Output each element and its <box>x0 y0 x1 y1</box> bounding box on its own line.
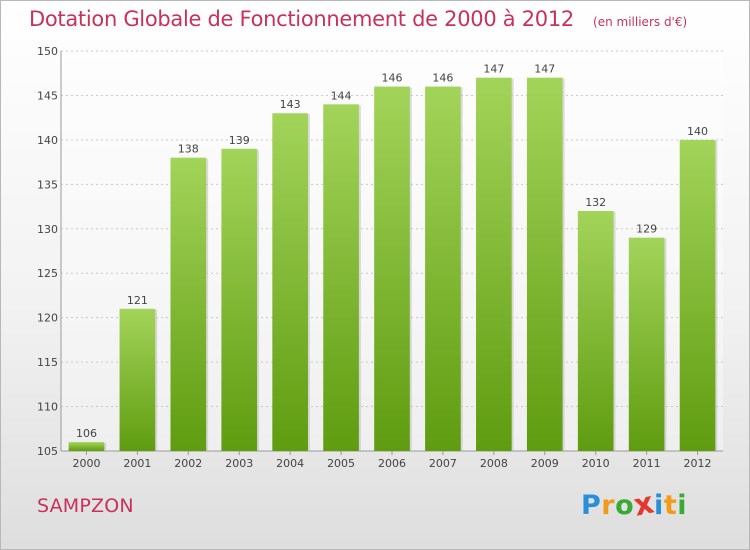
title-block: Dotation Globale de Fonctionnement de 20… <box>29 7 687 31</box>
value-label: 140 <box>687 125 708 138</box>
bar-2002 <box>170 157 207 451</box>
logo-letter: i <box>654 490 664 521</box>
x-tick-label: 2005 <box>327 457 355 470</box>
x-tick-label: 2008 <box>480 457 508 470</box>
y-tick-label: 115 <box>37 356 58 369</box>
bar-2008 <box>476 77 512 452</box>
x-tick-label: 2011 <box>633 457 661 470</box>
value-label: 147 <box>534 63 555 76</box>
value-label: 121 <box>127 294 148 307</box>
x-tick-label: 2001 <box>123 457 151 470</box>
value-label: 146 <box>432 72 453 85</box>
bar-2001 <box>119 308 156 451</box>
value-label: 138 <box>178 143 199 156</box>
bar-2007 <box>425 86 461 452</box>
bar-2003 <box>221 148 258 451</box>
x-tick-label: 2009 <box>531 457 559 470</box>
y-tick-label: 140 <box>37 134 58 147</box>
bar-2011 <box>628 237 665 451</box>
value-label: 143 <box>280 98 301 111</box>
x-tick-label: 2010 <box>582 457 610 470</box>
y-tick-label: 145 <box>37 89 58 102</box>
logo-letter: i <box>677 490 687 521</box>
bar-2000 <box>68 442 105 451</box>
value-label: 129 <box>636 223 657 236</box>
x-tick-label: 2006 <box>378 457 406 470</box>
y-tick-label: 125 <box>37 267 58 280</box>
bar-2006 <box>374 86 410 452</box>
value-label: 146 <box>382 72 403 85</box>
y-tick-label: 105 <box>37 445 58 458</box>
x-tick-label: 2002 <box>174 457 202 470</box>
x-tick-label: 2007 <box>429 457 457 470</box>
bar-2010 <box>577 211 614 451</box>
bar-2004 <box>272 113 308 451</box>
commune-name: SAMPZON <box>37 495 134 517</box>
x-tick-label: 2000 <box>72 457 100 470</box>
y-tick-label: 110 <box>37 401 58 414</box>
y-tick-label: 120 <box>37 312 58 325</box>
x-tick-label: 2004 <box>276 457 304 470</box>
bar-2005 <box>323 104 359 451</box>
value-label: 139 <box>229 134 250 147</box>
y-tick-label: 150 <box>37 45 58 58</box>
value-label: 106 <box>76 427 97 440</box>
bar-2012 <box>679 139 716 451</box>
chart-title: Dotation Globale de Fonctionnement de 20… <box>29 7 574 31</box>
y-tick-label: 135 <box>37 178 58 191</box>
x-tick-label: 2003 <box>225 457 253 470</box>
bar-2009 <box>526 77 563 452</box>
logo-letter: o <box>615 490 635 521</box>
logo-letter: P <box>581 490 602 521</box>
y-tick-label: 130 <box>37 223 58 236</box>
chart-subtitle: (en milliers d'€) <box>593 15 688 29</box>
x-tick-label: 2012 <box>684 457 712 470</box>
logo-letter: r <box>601 490 616 521</box>
proxiti-logo: Proxiti <box>581 485 687 523</box>
value-label: 144 <box>331 89 352 102</box>
value-label: 147 <box>483 63 504 76</box>
logo-letter: t <box>663 490 678 521</box>
value-label: 132 <box>585 196 606 209</box>
